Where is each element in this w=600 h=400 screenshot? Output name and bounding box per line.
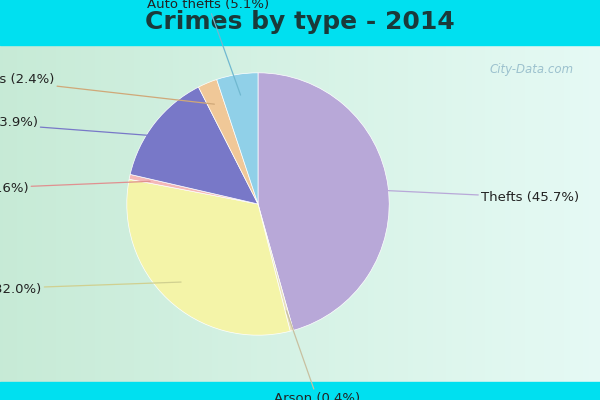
Text: Robberies (2.4%): Robberies (2.4%): [0, 73, 214, 104]
Text: Auto thefts (5.1%): Auto thefts (5.1%): [147, 0, 269, 95]
Wedge shape: [217, 73, 258, 204]
Wedge shape: [258, 73, 389, 330]
Wedge shape: [130, 87, 258, 204]
Bar: [0, 0, 600, 45]
Text: Thefts (45.7%): Thefts (45.7%): [367, 190, 579, 204]
Wedge shape: [127, 179, 290, 335]
Text: Assaults (13.9%): Assaults (13.9%): [0, 116, 171, 137]
Wedge shape: [129, 174, 258, 204]
Text: Burglaries (32.0%): Burglaries (32.0%): [0, 282, 181, 296]
Wedge shape: [258, 204, 293, 331]
Text: Rapes (0.6%): Rapes (0.6%): [0, 181, 150, 195]
Bar: [0, 382, 600, 400]
Text: City-Data.com: City-Data.com: [490, 64, 574, 76]
Text: Arson (0.4%): Arson (0.4%): [274, 311, 360, 400]
Text: Crimes by type - 2014: Crimes by type - 2014: [145, 10, 455, 34]
Wedge shape: [199, 80, 258, 204]
